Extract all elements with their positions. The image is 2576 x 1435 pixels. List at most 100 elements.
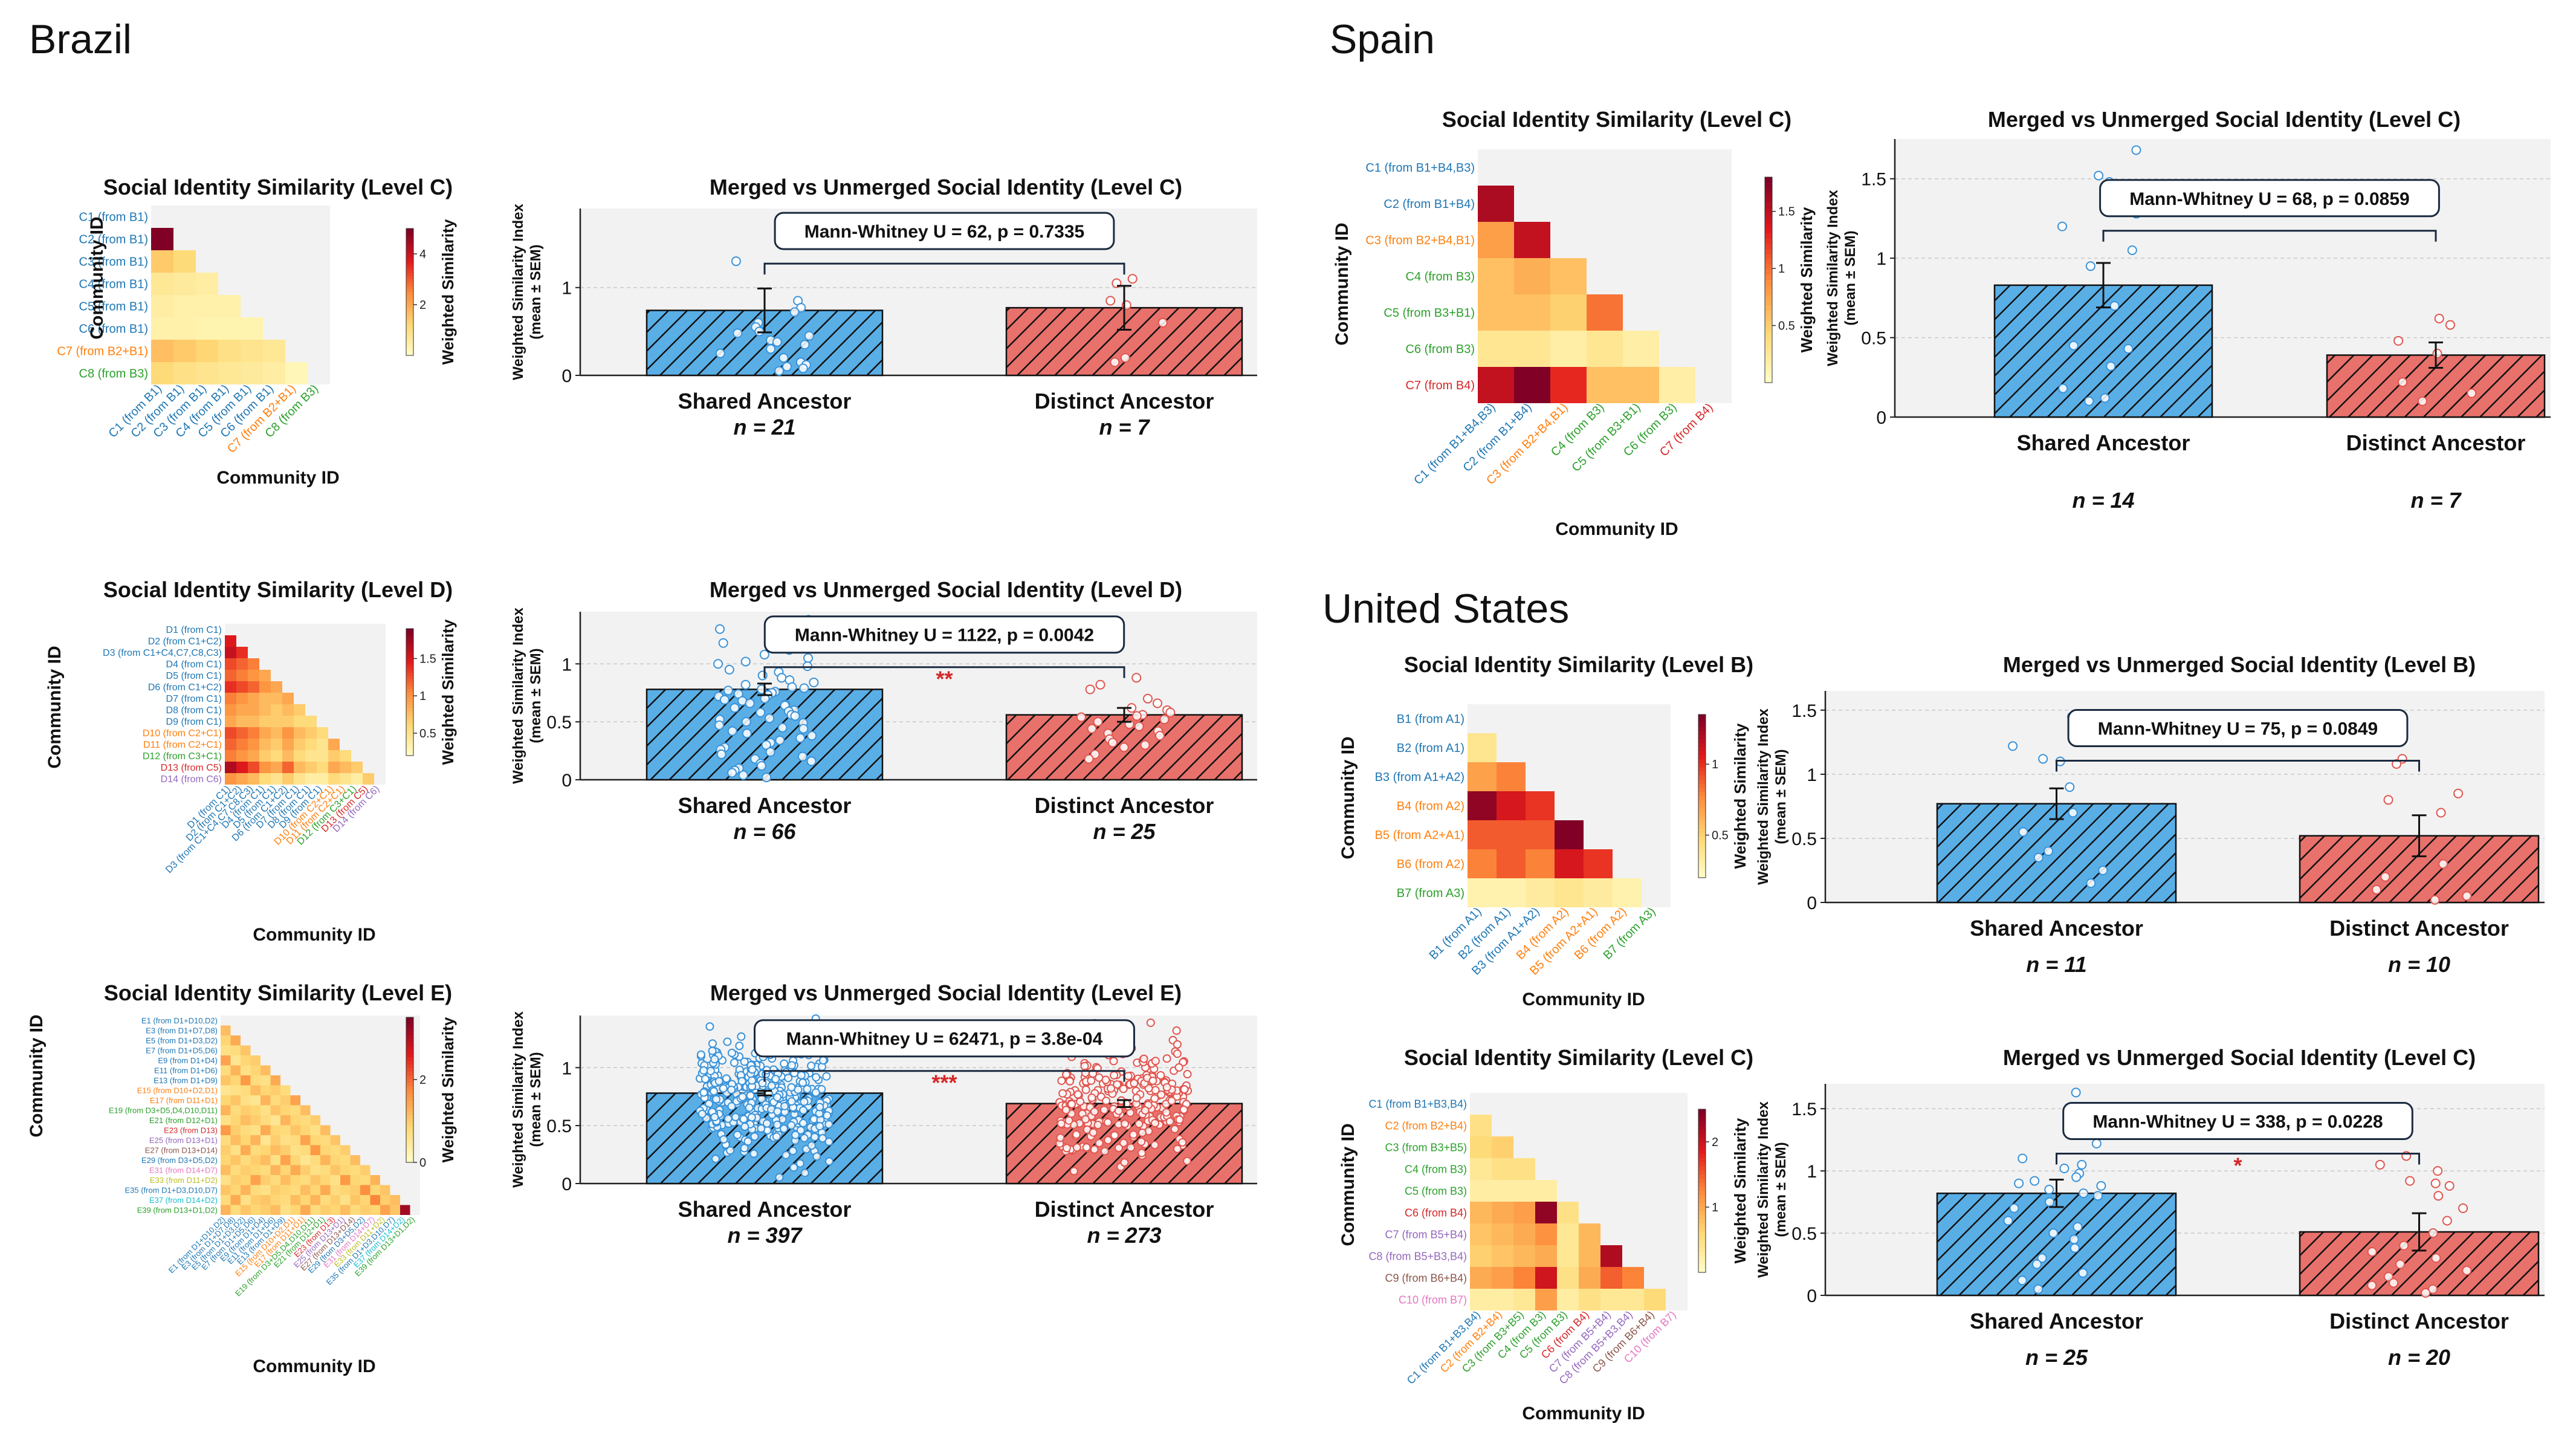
significance-bracket [763,1070,1125,1082]
data-point [738,1092,747,1101]
heatmap-cell [241,1065,251,1075]
heatmap-cell [221,1115,231,1126]
colorbar-segment [406,267,413,270]
colorbar-segment [406,679,413,683]
colorbar-segment [1698,734,1706,740]
heatmap-cell [218,295,241,317]
data-point [1130,1079,1139,1088]
heatmap-cell [1584,878,1613,907]
heatmap-cell [218,340,241,362]
heatmap-cell [230,1165,241,1175]
es_hm_c-heatmap: Social Identity Similarity (Level C) C1 (… [1332,107,1816,539]
stat-label: Mann-Whitney U = 62471, p = 3.8e-04 [786,1029,1103,1049]
colorbar-segment [406,270,413,274]
heatmap-cell [1470,1136,1492,1158]
colorbar-segment [1698,841,1706,846]
data-point [798,1118,807,1127]
colorbar-segment [1765,331,1772,337]
heatmap-title: Social Identity Similarity (Level E) [104,980,452,1005]
heatmap-row-label: C6 (from B1) [79,323,148,336]
heatmap-cell [261,1205,271,1215]
heatmap-cell [1557,1202,1579,1223]
heatmap-cell [196,362,218,384]
data-point [737,1032,746,1041]
heatmap-cell [230,1185,241,1195]
data-point [696,1050,705,1059]
colorbar-segment [406,660,413,664]
heatmap-cell [1579,1267,1600,1289]
data-point [739,1115,748,1124]
heatmap-cell [270,1135,280,1145]
data-point [745,1103,754,1112]
data-point [1104,1136,1113,1145]
heatmap-row-label: D3 (from C1+C4,C7,C8,C3) [103,648,222,658]
colorbar-segment [1698,1211,1706,1216]
data-point [1073,1090,1083,1099]
heatmap-cell [1514,258,1550,294]
data-point [1141,1106,1150,1115]
data-point [2395,1259,2406,1269]
data-point [782,1150,791,1159]
heatmap-cell [261,1065,271,1075]
colorbar-segment [1698,747,1706,752]
data-point [2030,1176,2040,1186]
heatmap-cell [236,658,248,670]
colorbar-segment [1765,346,1772,352]
heatmap-cell [241,1055,251,1066]
heatmap-cell [261,1165,271,1175]
data-point [787,1121,796,1130]
heatmap-y-axis-label: Community ID [87,216,107,339]
heatmap-row-label: C5 (from B3) [1405,1185,1467,1197]
colorbar-segment [406,1152,413,1156]
heatmap-cell [173,362,196,384]
bar-chart-title: Merged vs Unmerged Social Identity (Leve… [710,175,1182,199]
data-point [798,1078,807,1087]
heatmap-cell [1468,733,1497,762]
data-point [1127,1143,1136,1152]
heatmap-cell [280,1115,291,1126]
data-point [818,1056,827,1065]
heatmap-cell [330,1175,340,1185]
heatmap-cell [320,1205,331,1215]
y-tick-label: 0.5 [546,713,572,733]
heatmap-cell [300,1175,311,1185]
heatmap-cell [1600,1289,1622,1310]
heatmap-row-label: E19 (from D3+D5,D4,D10,D11) [109,1106,218,1115]
colorbar-segment [1698,780,1706,785]
heatmap-cell [1513,1267,1535,1289]
heatmap-row-label: E29 (from D3+D5,D2) [141,1156,218,1165]
heatmap-cell [230,1095,241,1106]
data-point [730,1058,739,1067]
data-point [2085,261,2095,271]
heatmap-row-label: C2 (from B1) [79,233,148,247]
heatmap-cell [1535,1267,1557,1289]
data-point [766,344,776,354]
heatmap-cell [221,1095,231,1106]
heatmap-cell [1513,1223,1535,1245]
colorbar-segment [1765,372,1772,378]
heatmap-cell [248,693,259,704]
n-label: n = 25 [2025,1345,2088,1370]
heatmap-cell [248,762,259,773]
heatmap-x-axis-label: Community ID [1522,990,1645,1009]
heatmap-cell [282,716,294,727]
colorbar-segment [406,663,413,667]
colorbar-segment [1698,812,1706,817]
data-point [726,1146,735,1155]
heatmap-cell [151,317,173,340]
colorbar-segment [1698,1243,1706,1249]
heatmap-cell [259,670,271,681]
data-point [787,1083,796,1092]
heatmap-cell [330,1165,340,1175]
data-point [1173,1144,1182,1153]
heatmap-cell [259,693,271,704]
heatmap-cell [310,1125,320,1135]
data-point [757,1124,766,1133]
heatmap-cell [225,773,236,785]
heatmap-cell [241,1105,251,1115]
heatmap-cell [350,1195,360,1205]
significance-bracket [2056,760,2420,772]
data-point [710,1113,719,1122]
colorbar-segment [406,282,413,287]
data-point [798,724,809,734]
